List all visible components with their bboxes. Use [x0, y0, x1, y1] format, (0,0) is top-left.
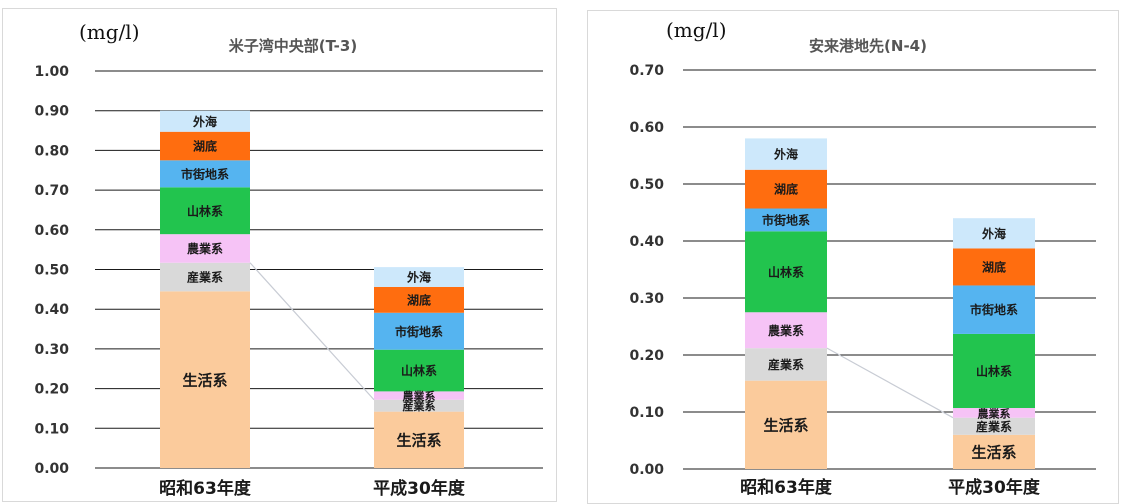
y-tick-label: 0.20 [629, 348, 664, 364]
chart-panel-t3: 0.00 0.10 0.20 0.30 0.40 0.50 0.60 0.70 0.80 0.90… [2, 8, 557, 502]
bar-segment [953, 248, 1035, 286]
segment-label: 湖底 [774, 182, 798, 197]
y-tick-label: 0.40 [34, 302, 69, 318]
segment-label: 産業系 [976, 419, 1012, 434]
segment-label: 山林系 [976, 364, 1012, 379]
x-category-label: 昭和63年度 [159, 478, 252, 499]
y-tick-label: 0.50 [34, 263, 69, 279]
y-unit-label: (mg/l) [79, 20, 140, 44]
segment-label: 外海 [193, 114, 217, 129]
y-unit-label: (mg/l) [666, 18, 727, 42]
segment-label: 農業系 [187, 241, 223, 256]
bar-segment [374, 411, 464, 468]
bar-segment [374, 286, 464, 313]
bar-segment [160, 131, 250, 161]
y-tick-label: 0.30 [629, 291, 664, 307]
connector-line [249, 262, 375, 401]
x-category-label: 平成30年度 [373, 478, 466, 499]
bar-segment [953, 417, 1035, 435]
bar-segment [745, 138, 827, 170]
bar-segment [953, 434, 1035, 469]
bar-segment [160, 234, 250, 263]
y-tick-label: 0.60 [629, 120, 664, 136]
segment-label: 市街地系 [395, 324, 443, 339]
bar-segment [745, 208, 827, 232]
bar-segment [160, 110, 250, 132]
segment-label: 外海 [982, 226, 1006, 241]
y-tick-label: 0.90 [34, 104, 69, 120]
segment-label: 湖底 [193, 139, 217, 154]
segment-label: 外海 [407, 270, 431, 285]
y-tick-label: 0.20 [34, 382, 69, 398]
bar-segment [953, 218, 1035, 249]
bar-segment [374, 349, 464, 392]
y-tick-label: 0.00 [629, 462, 664, 478]
y-tick-label: 1.00 [34, 64, 69, 80]
x-category-label: 平成30年度 [948, 477, 1041, 498]
chart-title: 安来港地先(N-4) [809, 37, 927, 55]
chart-svg-n4: 0.00 0.10 0.20 0.30 0.40 0.50 0.60 0.70 安来港地先(N-… [629, 18, 1096, 498]
segment-label: 生活系 [971, 444, 1016, 462]
y-tick-label: 0.10 [629, 405, 664, 421]
y-tick-label: 0.70 [34, 183, 69, 199]
segment-label: 外海 [774, 147, 798, 162]
segment-label: 山林系 [768, 264, 804, 279]
segment-label: 農業系 [978, 406, 1011, 420]
bar-segment [374, 391, 464, 400]
segment-label: 山林系 [401, 363, 437, 378]
y-tick-label: 0.10 [34, 421, 69, 437]
y-tick-label: 0.30 [34, 342, 69, 358]
bar-segment [745, 380, 827, 469]
segment-label: 山林系 [187, 203, 223, 218]
y-tick-label: 0.00 [34, 461, 69, 477]
bar-segment [953, 408, 1035, 418]
segment-label: 生活系 [182, 371, 227, 389]
segment-label: 生活系 [763, 417, 808, 435]
bar-segment [160, 262, 250, 292]
chart-panel-n4: 0.00 0.10 0.20 0.30 0.40 0.50 0.60 0.70 安来港地先(N-… [587, 10, 1119, 504]
chart-svg-t3: 0.00 0.10 0.20 0.30 0.40 0.50 0.60 0.70 0.80 0.90… [34, 20, 543, 499]
bar-segment [745, 348, 827, 381]
y-tick-label: 0.40 [629, 234, 664, 250]
bar-segment [374, 312, 464, 350]
segment-label: 市街地系 [181, 166, 229, 181]
connector-line [826, 347, 954, 419]
segment-label: 市街地系 [762, 212, 810, 227]
bar-segment [953, 285, 1035, 334]
y-tick-label: 0.60 [34, 223, 69, 239]
bar-segment [160, 160, 250, 188]
bar-segment [374, 399, 464, 412]
segment-label: 農業系 [403, 389, 436, 403]
y-tick-label: 0.50 [629, 177, 664, 193]
bar-segment [953, 333, 1035, 409]
bar-segment [160, 291, 250, 468]
chart-title: 米子湾中央部(T-3) [229, 37, 357, 55]
segment-label: 産業系 [187, 270, 223, 285]
bar-segment [745, 312, 827, 349]
segment-label: 湖底 [982, 259, 1006, 274]
segment-label: 生活系 [396, 432, 441, 450]
bar-segment [745, 231, 827, 313]
segment-label: 市街地系 [970, 302, 1018, 317]
y-tick-label: 0.80 [34, 143, 69, 159]
segment-label: 産業系 [403, 399, 436, 413]
segment-label: 産業系 [768, 357, 804, 372]
segment-label: 農業系 [768, 323, 804, 338]
bar-segment [745, 169, 827, 209]
bar-segment [160, 187, 250, 235]
y-tick-label: 0.70 [629, 63, 664, 79]
x-category-label: 昭和63年度 [740, 477, 833, 498]
bar-segment [374, 267, 464, 287]
segment-label: 湖底 [407, 292, 431, 307]
